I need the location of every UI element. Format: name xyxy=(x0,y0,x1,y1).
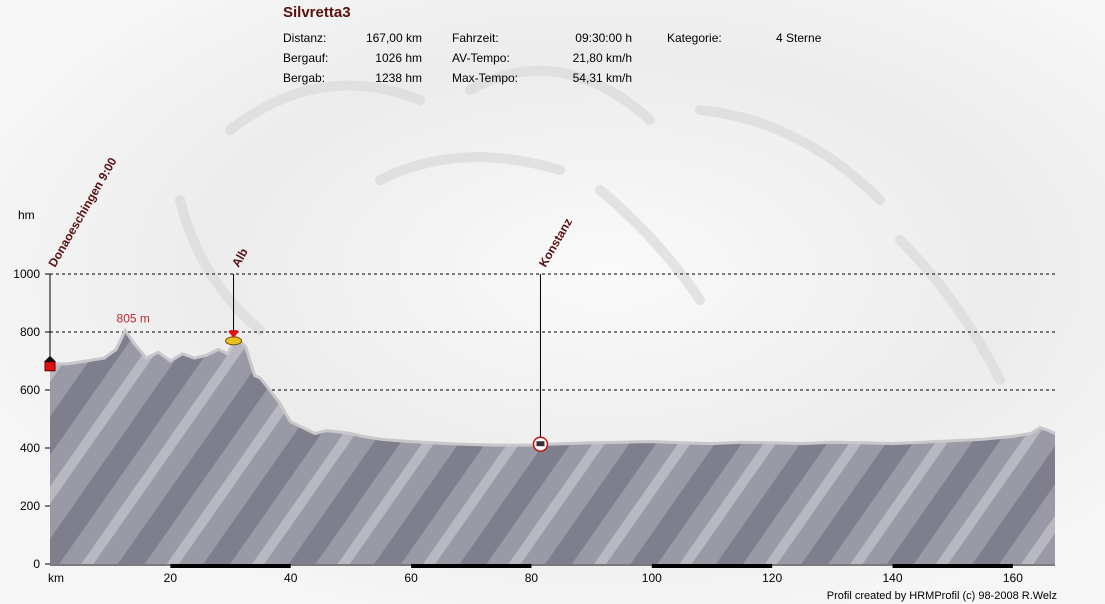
maxtempo-label: Max-Tempo: xyxy=(452,71,519,85)
waypoint-marker-summit-base xyxy=(225,336,243,346)
fahrzeit-value: 09:30:00 h xyxy=(575,31,632,45)
y-tick-label-800: 800 xyxy=(20,325,40,339)
x-axis-label: km xyxy=(48,571,64,585)
fahrzeit-label: Fahrzeit: xyxy=(452,31,499,45)
y-axis-label: hm xyxy=(18,208,35,222)
x-axis-segment-60 xyxy=(411,564,532,568)
avtempo-value: 21,80 km/h xyxy=(572,51,632,65)
y-tick-label-600: 600 xyxy=(20,383,40,397)
waypoint-marker-summit-heart xyxy=(228,329,239,338)
max-elevation-label: 805 m xyxy=(117,312,150,326)
kategorie-label: Kategorie: xyxy=(667,31,722,45)
y-tick-label-400: 400 xyxy=(20,441,40,455)
waypoint-label-2: Konstanz xyxy=(536,216,575,270)
x-axis-segment-140 xyxy=(892,564,1013,568)
y-tick-label-0: 0 xyxy=(33,557,40,571)
profile-area xyxy=(50,330,1055,564)
y-tick-label-200: 200 xyxy=(20,499,40,513)
x-axis-segment-20 xyxy=(170,564,291,568)
bergab-value: 1238 hm xyxy=(375,71,422,85)
distanz-value: 167,00 km xyxy=(365,31,422,45)
credit-text: Profil created by HRMProfil (c) 98-2008 … xyxy=(826,590,1057,602)
bergauf-label: Bergauf: xyxy=(283,51,329,65)
waypoint-marker-start xyxy=(44,361,56,372)
avtempo-label: AV-Tempo: xyxy=(452,51,510,65)
x-tick-label-80: 80 xyxy=(525,571,539,585)
tour-title: Silvretta3 xyxy=(283,4,351,21)
y-tick-label-1000: 1000 xyxy=(13,267,40,281)
bergauf-value: 1026 hm xyxy=(375,51,422,65)
kategorie-value: 4 Sterne xyxy=(776,31,822,45)
maxtempo-value: 54,31 km/h xyxy=(572,71,632,85)
x-tick-label-100: 100 xyxy=(642,571,662,585)
x-axis-segment-100 xyxy=(651,564,773,568)
x-tick-label-20: 20 xyxy=(164,571,178,585)
x-tick-label-160: 160 xyxy=(1003,571,1023,585)
x-tick-label-140: 140 xyxy=(882,571,902,585)
x-tick-label-120: 120 xyxy=(762,571,782,585)
x-tick-label-60: 60 xyxy=(404,571,418,585)
waypoint-marker-town-inner xyxy=(536,441,545,447)
x-tick-label-40: 40 xyxy=(284,571,298,585)
distanz-label: Distanz: xyxy=(283,31,327,45)
bergab-label: Bergab: xyxy=(283,71,326,85)
waypoint-label-0: Donaoeschingen 9:00 xyxy=(45,155,119,270)
waypoint-label-1: Alb xyxy=(229,246,251,270)
waypoint-marker-start-roof xyxy=(44,355,56,362)
profile-line xyxy=(50,327,1056,447)
